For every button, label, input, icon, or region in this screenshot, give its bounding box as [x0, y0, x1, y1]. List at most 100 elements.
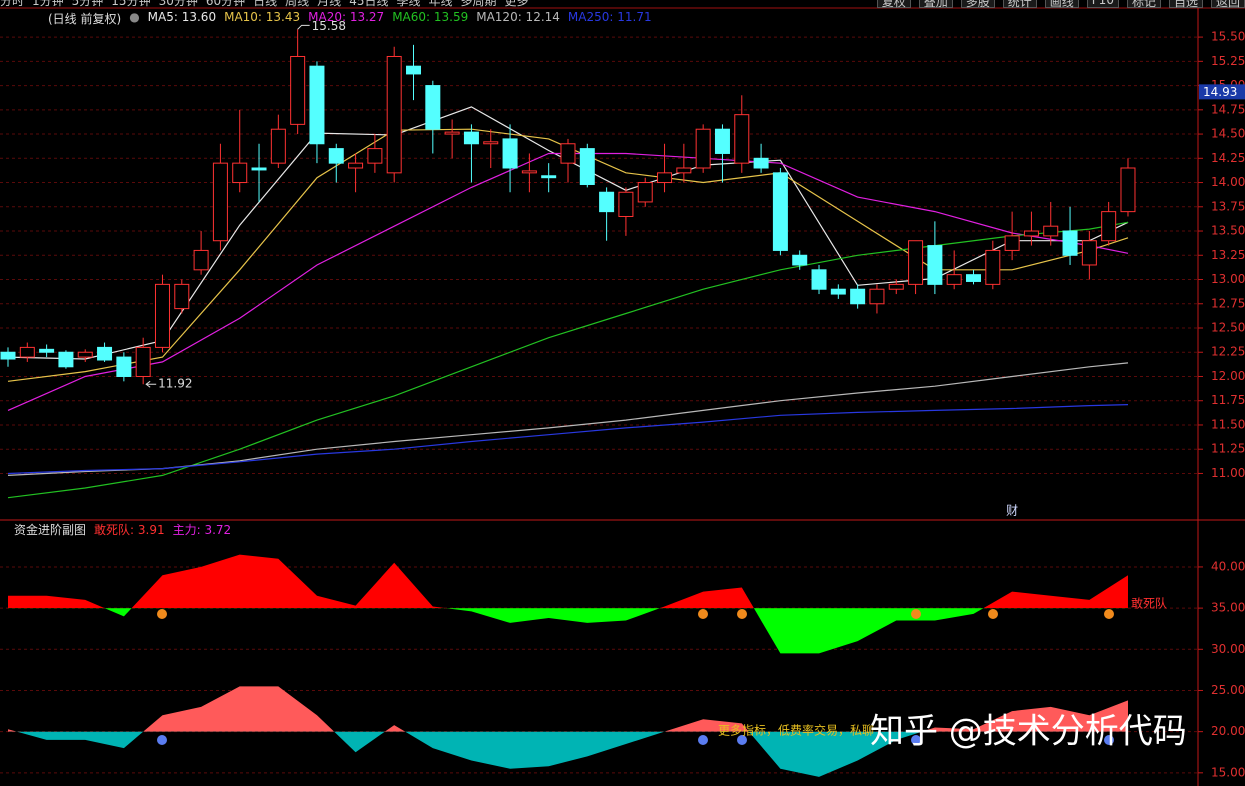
indicator-area: [8, 608, 1128, 654]
y-tick-label: 11.75: [1211, 393, 1245, 407]
candle-body: [676, 167, 692, 174]
toolbar-item[interactable]: 分时: [0, 0, 25, 8]
candle-body: [19, 346, 35, 358]
candle-body: [39, 348, 55, 353]
candle-body: [1081, 240, 1097, 266]
toolbar-button[interactable]: 复权: [876, 0, 911, 9]
candle-body: [116, 356, 132, 377]
toolbar-item[interactable]: 年线: [428, 0, 453, 8]
toolbar-button[interactable]: 自选: [1168, 0, 1203, 9]
toolbar-button[interactable]: 叠加: [918, 0, 953, 9]
toolbar-button[interactable]: 多股: [960, 0, 995, 9]
y-tick-label: 11.50: [1211, 417, 1245, 431]
legend-entry: MA5: 13.60: [147, 10, 217, 24]
signal-icon: [698, 609, 708, 619]
candle-body: [135, 346, 151, 377]
toolbar-item[interactable]: 1分钟: [32, 0, 64, 8]
legend-entry: MA60: 13.59: [392, 10, 469, 24]
signal-icon: [737, 609, 747, 619]
toolbar-button[interactable]: 画线: [1044, 0, 1079, 9]
annotation-pointer: [297, 24, 310, 30]
toolbar-button[interactable]: 返回: [1210, 0, 1245, 9]
ma-line: [7, 221, 1129, 499]
watermark: 知乎 @技术分析代码: [870, 712, 1187, 752]
promo-text: 更多指标，低费率交易，私聊: [718, 723, 874, 738]
last-price-label: 14.93: [1203, 85, 1237, 99]
candle-body: [1043, 225, 1059, 237]
candle-body: [772, 172, 788, 251]
candle-body: [154, 283, 170, 348]
candle-body: [502, 138, 518, 169]
candle-body: [985, 249, 1001, 285]
toolbar-item[interactable]: 多周期: [460, 0, 497, 8]
candle-body: [463, 131, 479, 145]
candle-body: [1062, 230, 1078, 256]
y-tick-label: 35.00: [1211, 601, 1245, 615]
candle-body: [444, 131, 460, 135]
settings-icon[interactable]: ●: [129, 10, 140, 24]
annotation-label: 15.58: [312, 19, 346, 33]
toolbar-item[interactable]: 30分钟: [158, 0, 198, 8]
candle-body: [174, 283, 190, 310]
signal-icon: [911, 609, 921, 619]
toolbar-button[interactable]: F10: [1086, 0, 1119, 8]
signal-icon: [157, 609, 167, 619]
y-tick-label: 25.00: [1211, 683, 1245, 697]
y-tick-label: 13.00: [1211, 272, 1245, 286]
toolbar-item[interactable]: 日线: [253, 0, 278, 8]
candle-body: [270, 128, 286, 164]
y-tick-label: 30.00: [1211, 642, 1245, 656]
candle-body: [1004, 235, 1020, 251]
candle-body: [1120, 167, 1136, 213]
candle-body: [309, 65, 325, 145]
candle-body: [850, 288, 866, 305]
toolbar-left: 分时 1分钟 5分钟 15分钟 30分钟 60分钟 日线 周线 月线 45日线 季线 年线 多周期 更多: [0, 0, 529, 8]
y-tick-label: 15.50: [1211, 30, 1245, 44]
toolbar-item[interactable]: 周线: [285, 0, 310, 8]
toolbar-button[interactable]: 标记: [1126, 0, 1161, 9]
series-end-label: 敢死队: [1131, 596, 1167, 611]
candle-body: [811, 269, 827, 290]
candle-body: [1101, 211, 1117, 242]
indicator-area: [8, 554, 1128, 609]
y-tick-label: 11.25: [1211, 442, 1245, 456]
candle-body: [927, 245, 943, 285]
signal-icon: [988, 609, 998, 619]
toolbar-item[interactable]: 60分钟: [205, 0, 246, 8]
toolbar-item[interactable]: 15分钟: [111, 0, 151, 8]
candle-body: [77, 351, 93, 358]
main-legend: (日线 前复权) ● MA5: 13.60 MA10: 13.43 MA20: 13…: [48, 10, 652, 27]
y-tick-label: 20.00: [1211, 724, 1245, 738]
toolbar-item[interactable]: 更多: [504, 0, 529, 8]
toolbar-item[interactable]: 季线: [396, 0, 421, 8]
candle-body: [425, 85, 441, 130]
legend-entry: 主力: 3.72: [172, 523, 232, 537]
candle-body: [97, 346, 113, 361]
candle-body: [328, 148, 344, 164]
candle-body: [714, 128, 730, 154]
toolbar-item[interactable]: 月线: [317, 0, 342, 8]
y-tick-label: 40.00: [1211, 559, 1245, 573]
signal-icon: [698, 735, 708, 745]
y-tick-label: 12.50: [1211, 321, 1245, 335]
candle-body: [792, 254, 808, 266]
y-tick-label: 14.00: [1211, 175, 1245, 189]
candle-body: [908, 240, 924, 285]
sub-legend: 资金进阶副图 敢死队: 3.91 主力: 3.72: [14, 521, 231, 538]
legend-entry: MA250: 11.71: [567, 10, 652, 24]
toolbar-item[interactable]: 45日线: [349, 0, 389, 8]
panel-title: 资金进阶副图: [14, 523, 87, 537]
y-tick-label: 13.75: [1211, 199, 1245, 213]
candle-body: [406, 65, 422, 75]
candle-body: [212, 162, 228, 242]
candle-body: [0, 351, 16, 360]
y-tick-label: 14.25: [1211, 151, 1245, 165]
toolbar-item[interactable]: 5分钟: [71, 0, 104, 8]
candle-body: [753, 157, 769, 169]
legend-entry: MA10: 13.43: [224, 10, 301, 24]
candle-body: [1023, 230, 1039, 237]
toolbar-button[interactable]: 统计: [1002, 0, 1037, 9]
y-tick-label: 12.00: [1211, 369, 1245, 383]
